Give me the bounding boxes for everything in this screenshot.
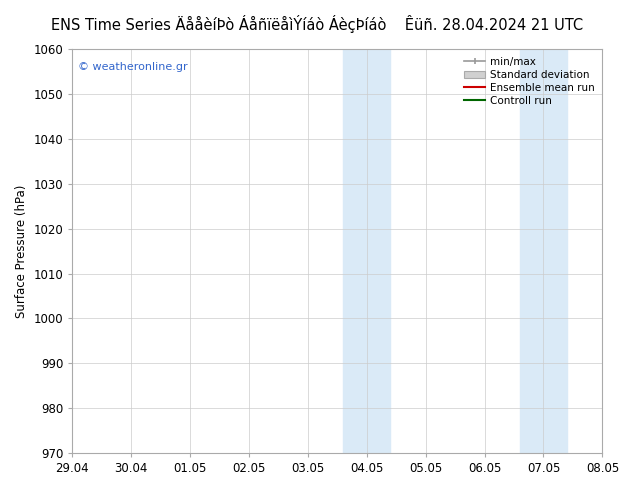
- Bar: [343, 49, 367, 453]
- Y-axis label: Surface Pressure (hPa): Surface Pressure (hPa): [15, 185, 28, 318]
- Bar: [367, 49, 391, 453]
- Legend: min/max, Standard deviation, Ensemble mean run, Controll run: min/max, Standard deviation, Ensemble me…: [460, 52, 599, 110]
- Text: ENS Time Series ÄååèíÞò ÁåñïëåìÝíáò ÁèçÞíáò    Êüñ. 28.04.2024 21 UTC: ENS Time Series ÄååèíÞò ÁåñïëåìÝíáò ÁèçÞ…: [51, 15, 583, 33]
- Text: © weatheronline.gr: © weatheronline.gr: [77, 62, 187, 72]
- Bar: [543, 49, 567, 453]
- Bar: [520, 49, 543, 453]
